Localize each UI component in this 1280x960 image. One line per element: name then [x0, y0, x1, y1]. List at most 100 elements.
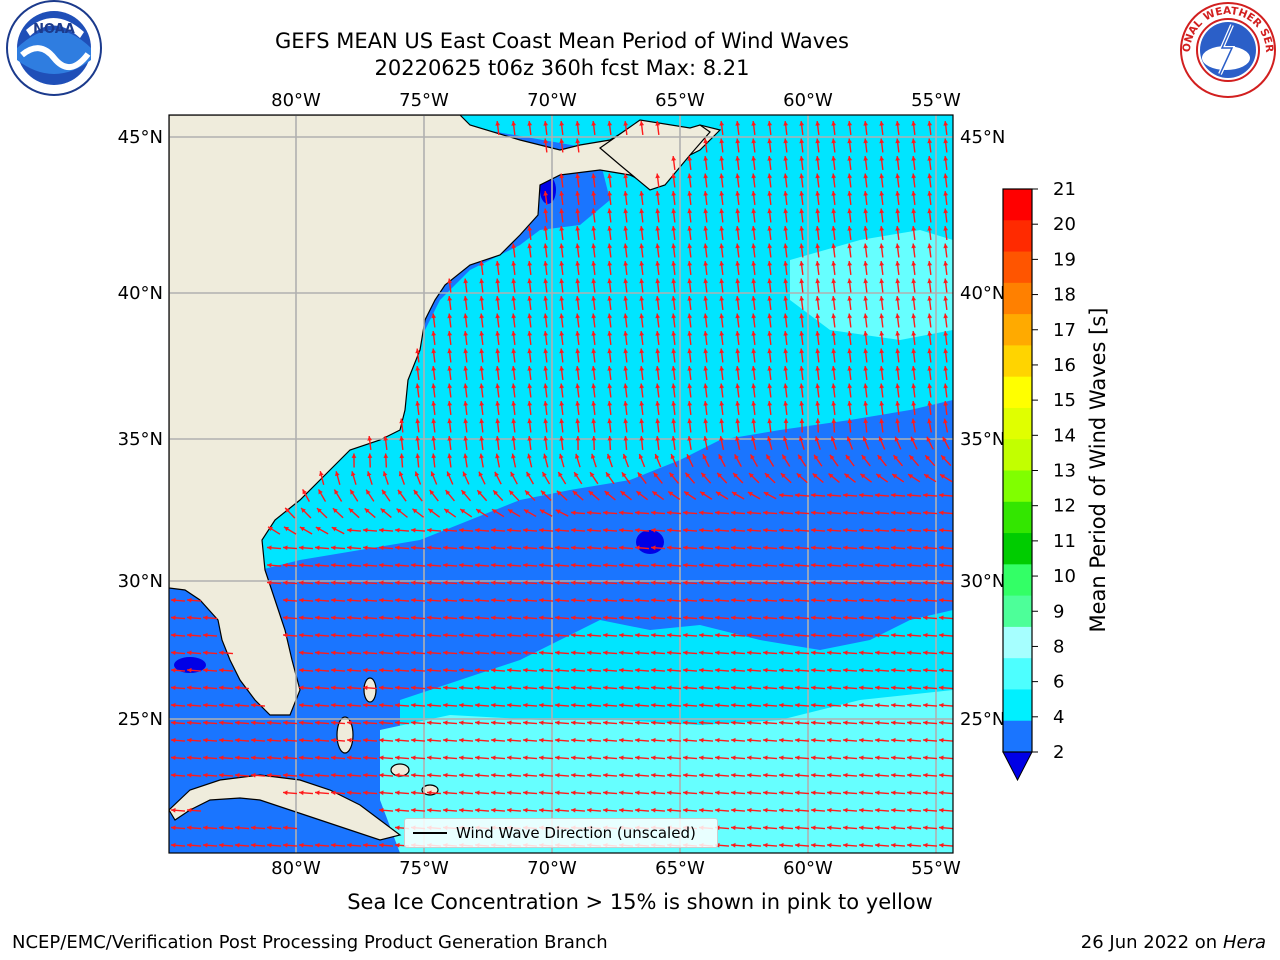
wave-direction-arrowhead [943, 418, 948, 424]
wave-period-band-6-8 [790, 230, 953, 340]
wave-direction-arrowhead [827, 650, 832, 656]
wave-direction-arrowhead [668, 491, 674, 496]
wave-direction-arrowhead [347, 667, 352, 673]
wave-direction-arrowhead [574, 472, 579, 478]
wave-direction-arrowhead [879, 331, 885, 336]
wave-direction-arrowhead [187, 597, 192, 603]
wave-direction-arrowhead [767, 296, 773, 301]
wave-direction-arrowhead [587, 790, 592, 796]
wave-direction-arrowhead [923, 562, 928, 568]
wave-direction-arrowhead [843, 720, 848, 726]
colorbar-segment [1003, 626, 1032, 659]
wave-direction-arrowhead [828, 473, 834, 479]
wave-direction-arrowhead [943, 226, 949, 231]
wave-direction-arrowhead [479, 453, 484, 459]
wave-direction-arrowhead [507, 667, 512, 673]
wave-direction-arrowhead [507, 650, 512, 656]
wave-direction-arrowhead [315, 615, 320, 621]
wave-direction-arrowhead [620, 491, 626, 496]
wave-direction-arrowhead [575, 296, 581, 301]
wave-direction-arrowhead [667, 597, 672, 603]
wave-direction-arrowhead [943, 278, 949, 284]
wave-direction-arrowhead [507, 737, 512, 743]
wave-direction-arrowhead [783, 173, 789, 179]
wave-direction-arrowhead [619, 807, 624, 813]
wave-direction-arrowhead [539, 772, 544, 778]
wave-direction-arrowhead [795, 720, 800, 726]
colorbar-tick-label: 2 [1053, 742, 1064, 763]
wave-direction-arrowhead [526, 471, 531, 477]
wave-direction-arrowhead [783, 261, 789, 266]
wave-direction-arrowhead [683, 615, 688, 621]
wave-direction-arrowhead [443, 545, 448, 551]
wave-direction-arrowhead [891, 825, 896, 831]
wave-direction-arrowhead [911, 348, 917, 354]
wave-direction-arrowhead [523, 527, 528, 533]
wave-direction-arrowhead [799, 208, 805, 214]
wave-direction-arrowhead [671, 191, 677, 196]
wave-direction-arrowhead [251, 842, 256, 848]
wave-direction-arrowhead [875, 562, 880, 568]
wave-direction-arrowhead [463, 313, 469, 319]
wave-direction-arrowhead [491, 737, 496, 743]
wave-direction-arrowhead [431, 348, 437, 354]
wave-direction-arrowhead [715, 790, 720, 796]
wave-direction-arrowhead [863, 383, 869, 389]
wave-direction-arrowhead [715, 720, 720, 726]
noaa-logo-text: NOAA [33, 22, 75, 37]
wave-direction-arrowhead [619, 632, 624, 638]
wave-direction-arrowhead [779, 527, 784, 533]
wave-direction-arrowhead [751, 173, 757, 179]
wave-direction-arrowhead [827, 597, 832, 603]
wave-direction-arrowhead [587, 580, 592, 586]
wave-direction-arrowhead [555, 772, 560, 778]
wave-direction-arrowhead [491, 632, 496, 638]
wave-direction-arrowhead [831, 296, 837, 301]
wave-direction-arrowhead [815, 138, 821, 144]
lat-labels-left: 45°N40°N35°N30°N25°N [118, 127, 163, 730]
wave-direction-arrowhead [619, 685, 624, 691]
wave-direction-arrowhead [491, 580, 496, 586]
wave-direction-arrowhead [783, 418, 789, 423]
wave-direction-arrowhead [859, 685, 864, 691]
wave-direction-arrowhead [911, 208, 917, 214]
wave-direction-arrowhead [671, 331, 677, 336]
colorbar-segment [1003, 595, 1032, 628]
wave-direction-arrowhead [735, 243, 741, 249]
wave-direction-arrowhead [587, 685, 592, 691]
wave-direction-arrowhead [779, 632, 784, 638]
wave-direction-arrowhead [939, 685, 944, 691]
wave-direction-arrowhead [701, 472, 707, 478]
wave-direction-arrowhead [685, 472, 691, 478]
wave-direction-arrowhead [923, 720, 928, 726]
wave-direction-arrowhead [171, 737, 176, 743]
wave-direction-arrowhead [235, 772, 240, 778]
wave-direction-arrowhead [363, 650, 368, 656]
wave-direction-arrowhead [635, 737, 640, 743]
wave-direction-arrowhead [655, 173, 661, 179]
wave-direction-arrowhead [443, 755, 448, 761]
wave-direction-arrowhead [715, 597, 720, 603]
wave-direction-arrowhead [751, 436, 756, 442]
wave-direction-arrowhead [763, 492, 769, 497]
wave-direction-arrowhead [875, 772, 880, 778]
wave-direction-arrowhead [479, 383, 485, 389]
wave-direction-arrowhead [699, 615, 704, 621]
wave-direction-arrowhead [639, 261, 645, 266]
wave-direction-arrowhead [495, 296, 501, 301]
wave-direction-arrowhead [603, 772, 608, 778]
wave-direction-arrowhead [447, 366, 453, 371]
wave-direction-arrowhead [603, 702, 608, 708]
wave-direction-arrowhead [683, 510, 688, 516]
wave-direction-arrowhead [798, 436, 804, 442]
wave-direction-arrowhead [859, 632, 864, 638]
wave-direction-arrowhead [863, 418, 869, 424]
wave-direction-arrowhead [891, 737, 896, 743]
wave-direction-arrowhead [715, 510, 720, 516]
legend-line-sample [413, 832, 447, 834]
wave-direction-arrowhead [399, 453, 405, 459]
wave-direction-arrowhead [811, 527, 816, 533]
wave-direction-arrowhead [780, 473, 786, 479]
wave-direction-arrowhead [747, 492, 753, 497]
